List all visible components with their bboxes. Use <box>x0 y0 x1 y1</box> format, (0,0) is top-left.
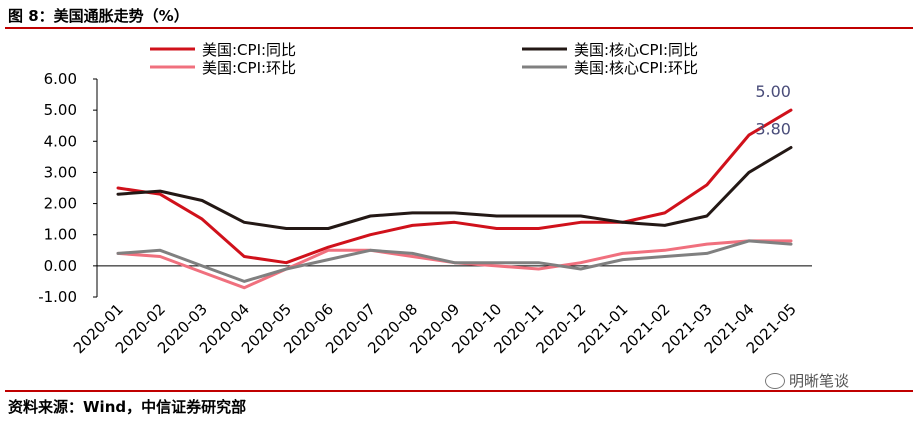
source-note: 资料来源：Wind，中信证券研究部 <box>8 398 247 416</box>
y-tick-label: -1.00 <box>38 288 77 306</box>
wechat-icon <box>765 372 785 389</box>
y-tick-label: 0.00 <box>44 257 77 275</box>
data-label: 5.00 <box>755 82 791 101</box>
y-tick-label: 5.00 <box>44 101 77 119</box>
legend-label: 美国:CPI:环比 <box>202 59 296 77</box>
data-label: 3.80 <box>755 120 791 139</box>
legend-label: 美国:CPI:同比 <box>202 41 296 59</box>
series-line-4 <box>116 239 793 283</box>
footer-divider <box>5 390 913 392</box>
series-line-3 <box>116 239 793 290</box>
series-line-2 <box>116 146 793 230</box>
chart-title: 图 8：美国通胀走势（%） <box>8 7 189 25</box>
series-line-1 <box>116 108 793 265</box>
watermark-text: 明晰笔谈 <box>789 372 850 390</box>
y-tick-label: 6.00 <box>44 70 77 88</box>
y-tick-label: 1.00 <box>44 226 77 244</box>
legend-label: 美国:核心CPI:环比 <box>574 59 698 77</box>
watermark: 明晰笔谈 <box>765 370 849 391</box>
y-tick-label: 3.00 <box>44 163 77 181</box>
legend-label: 美国:核心CPI:同比 <box>574 41 698 59</box>
y-tick-label: 2.00 <box>44 195 77 213</box>
line-chart: -1.000.001.002.003.004.005.006.002020-01… <box>38 41 812 357</box>
y-tick-label: 4.00 <box>44 132 77 150</box>
title-divider <box>5 27 913 29</box>
